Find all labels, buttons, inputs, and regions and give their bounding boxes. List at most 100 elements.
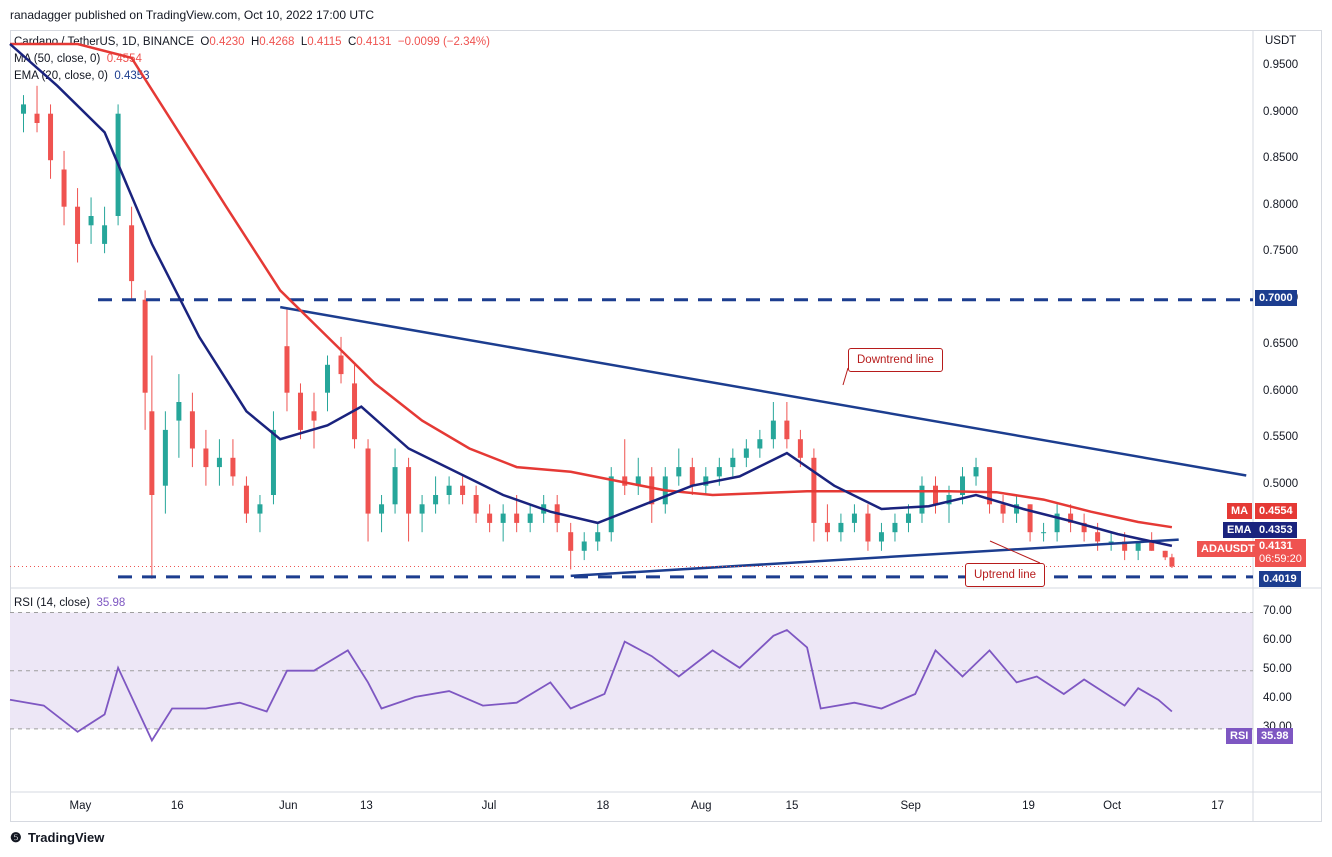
time-tick-label: 19 bbox=[1022, 800, 1035, 812]
candle-body bbox=[770, 420, 776, 440]
candle-body bbox=[102, 225, 108, 244]
candle-body bbox=[784, 420, 790, 440]
price-axis-currency: USDT bbox=[1265, 35, 1297, 47]
support-price-tag: 0.4019 bbox=[1259, 571, 1301, 587]
ema-tag-name: EMA bbox=[1223, 522, 1256, 538]
candle-body bbox=[622, 476, 628, 486]
candle-body bbox=[1149, 541, 1155, 551]
candle-body bbox=[338, 355, 344, 375]
candle-body bbox=[595, 532, 601, 542]
candle-body bbox=[919, 485, 925, 514]
candle-body bbox=[676, 467, 682, 477]
symbol-legend: Cardano / TetherUS, 1D, BINANCE O0.4230 … bbox=[14, 36, 490, 48]
rsi-tick-label: 70.00 bbox=[1263, 604, 1292, 617]
candle-body bbox=[1122, 541, 1128, 551]
candle-body bbox=[203, 448, 209, 468]
tradingview-brand: TradingView bbox=[28, 830, 105, 845]
candle-body bbox=[865, 513, 871, 542]
ohlc-h-label: H bbox=[250, 36, 260, 48]
candle-body bbox=[365, 448, 371, 514]
time-tick-label: 13 bbox=[360, 800, 373, 812]
ohlc-high: 0.4268 bbox=[259, 36, 295, 48]
candle-body bbox=[1027, 504, 1033, 533]
time-tick-label: 17 bbox=[1211, 800, 1225, 812]
uptrend-callout-pointer bbox=[989, 540, 1041, 564]
candle-body bbox=[892, 522, 898, 533]
candle-body bbox=[230, 457, 236, 477]
ma-tag-value: 0.4554 bbox=[1255, 503, 1297, 519]
candle-body bbox=[946, 495, 952, 505]
rsi-tick-label: 50.00 bbox=[1263, 662, 1292, 675]
rsi-tick-label: 60.00 bbox=[1263, 633, 1292, 646]
candle-body bbox=[243, 485, 249, 514]
candle-body bbox=[257, 504, 263, 514]
tradingview-logo[interactable]: ❺ TradingView bbox=[10, 830, 104, 846]
price-tick-label: 0.9500 bbox=[1263, 59, 1299, 72]
candle-body bbox=[325, 364, 331, 393]
chart-frame bbox=[10, 30, 1322, 822]
downtrend-callout-pointer bbox=[842, 367, 849, 386]
price-tick-label: 0.7500 bbox=[1263, 245, 1299, 258]
candle-body bbox=[838, 522, 844, 533]
candle-body bbox=[1162, 550, 1168, 558]
candle-body bbox=[1041, 532, 1047, 534]
candle-body bbox=[189, 411, 195, 449]
price-tick-label: 0.6000 bbox=[1263, 384, 1299, 397]
price-tick-label: 0.8000 bbox=[1263, 198, 1299, 211]
candle-body bbox=[392, 467, 398, 505]
price-tag-value: 0.4131 bbox=[1259, 540, 1293, 552]
downtrend-line bbox=[280, 305, 1247, 477]
candle-body bbox=[406, 467, 412, 514]
candle-body bbox=[973, 467, 979, 477]
candle-body bbox=[297, 392, 303, 430]
rsi-tag-value: 35.98 bbox=[1257, 728, 1293, 744]
candle-body bbox=[757, 439, 763, 449]
candle-body bbox=[743, 448, 749, 458]
ohlc-low: 0.4115 bbox=[307, 36, 342, 48]
candle-body bbox=[149, 411, 155, 495]
candle-body bbox=[473, 495, 479, 514]
price-tick-label: 0.5500 bbox=[1263, 431, 1299, 444]
time-tick-label: Jun bbox=[278, 800, 298, 812]
rsi-legend-label: RSI (14, close) bbox=[14, 597, 91, 609]
ohlc-change: −0.0099 (−2.34%) bbox=[397, 36, 490, 48]
rsi-tick-label: 40.00 bbox=[1263, 691, 1292, 704]
candle-body bbox=[284, 346, 290, 393]
rsi-group bbox=[9, 612, 1253, 743]
candle-body bbox=[1054, 513, 1060, 533]
price-tag-name: ADAUSDT bbox=[1197, 541, 1259, 557]
candle-body bbox=[824, 522, 830, 533]
ohlc-close: 0.4131 bbox=[356, 36, 392, 48]
candle-body bbox=[311, 411, 317, 421]
candle-body bbox=[987, 467, 993, 505]
candle-body bbox=[1169, 557, 1175, 567]
resistance-price-tag: 0.7000 bbox=[1255, 290, 1297, 306]
candle-body bbox=[419, 504, 425, 514]
rsi-legend[interactable]: RSI (14, close) 35.98 bbox=[14, 597, 125, 609]
candle-body bbox=[75, 206, 81, 244]
candle-body bbox=[21, 104, 27, 114]
price-tag-countdown: 06:59:20 bbox=[1259, 553, 1302, 565]
candle-body bbox=[689, 467, 695, 486]
time-tick-label: 18 bbox=[596, 800, 610, 812]
candle-body bbox=[176, 402, 182, 421]
price-tick-label: 0.5000 bbox=[1263, 477, 1299, 490]
candle-body bbox=[1000, 504, 1006, 514]
candle-body bbox=[500, 513, 506, 523]
ohlc-l-label: L bbox=[300, 36, 308, 48]
candle-body bbox=[635, 476, 641, 486]
candle-body bbox=[716, 467, 722, 477]
candle-body bbox=[460, 485, 466, 495]
candle-body bbox=[514, 513, 520, 523]
candle-body bbox=[1068, 513, 1074, 523]
candle-body bbox=[932, 485, 938, 505]
price-tag: 0.4131 06:59:20 bbox=[1255, 539, 1306, 567]
time-tick-label: 16 bbox=[170, 800, 184, 812]
candles-group bbox=[21, 85, 1175, 579]
time-tick-label: May bbox=[69, 800, 92, 812]
ma-tag-name: MA bbox=[1227, 503, 1253, 519]
candle-body bbox=[1095, 532, 1101, 542]
candle-body bbox=[1081, 522, 1087, 533]
uptrend-callout: Uptrend line bbox=[965, 563, 1046, 587]
